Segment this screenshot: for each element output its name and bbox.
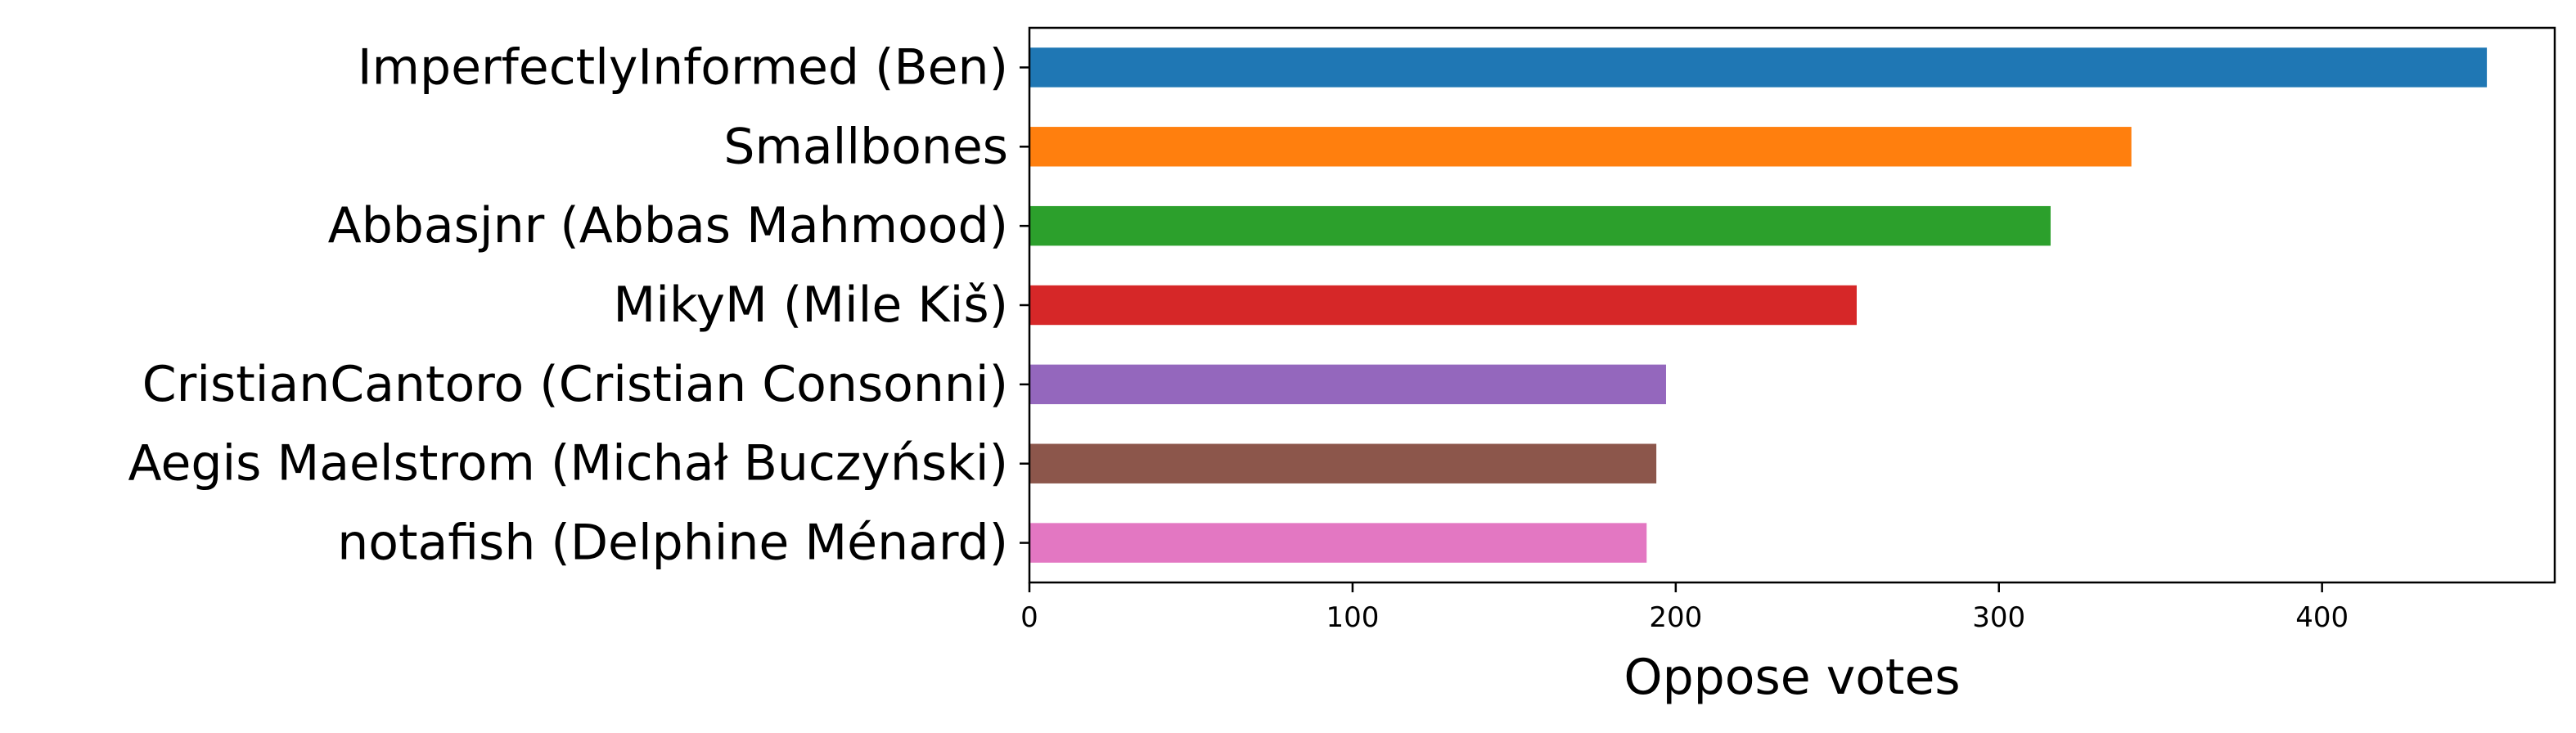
category-label: Aegis Maelstrom (Michał Buczyński) — [128, 435, 1008, 492]
x-axis-ticks: 0 100 200 300 400 — [1020, 582, 2349, 634]
bar — [1029, 285, 1857, 326]
x-tick-label: 100 — [1326, 601, 1379, 634]
bar — [1029, 205, 2051, 246]
category-label: ImperfectlyInformed (Ben) — [358, 38, 1008, 96]
category-label: MikyM (Mile Kiš) — [613, 277, 1008, 334]
plot-frame — [1028, 26, 2556, 584]
bar — [1029, 523, 1647, 563]
bars-layer — [1029, 47, 2488, 563]
bar — [1029, 364, 1666, 405]
x-tick-label: 400 — [2295, 601, 2349, 634]
category-label: CristianCantoro (Cristian Consonni) — [142, 356, 1008, 413]
x-tick-label: 300 — [1972, 601, 2025, 634]
category-label: Smallbones — [723, 118, 1008, 175]
category-label: Abbasjnr (Abbas Mahmood) — [328, 197, 1008, 254]
x-tick-label: 200 — [1649, 601, 1702, 634]
x-tick-label: 0 — [1020, 601, 1038, 634]
category-label: notafish (Delphine Ménard) — [337, 515, 1008, 572]
x-axis-label: Oppose votes — [1624, 649, 1960, 706]
bar — [1029, 127, 2132, 167]
category-labels: ImperfectlyInformed (Ben) Smallbones Abbas… — [128, 38, 1029, 572]
bar — [1029, 47, 2488, 88]
bar — [1029, 443, 1657, 483]
